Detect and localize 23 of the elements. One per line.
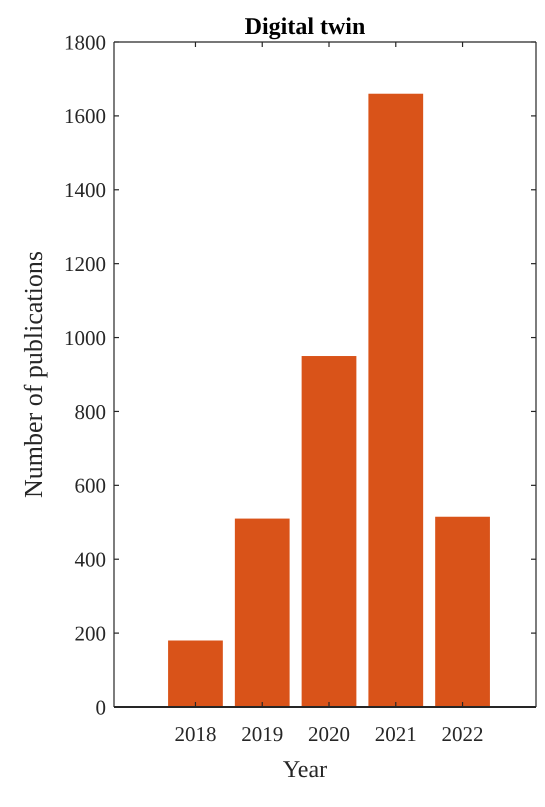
y-tick-label: 800 bbox=[74, 400, 106, 424]
y-tick-label: 400 bbox=[74, 548, 106, 572]
y-tick-label: 1200 bbox=[64, 252, 106, 276]
bar bbox=[234, 518, 290, 707]
x-tick-label: 2022 bbox=[442, 722, 484, 746]
y-tick-label: 200 bbox=[74, 621, 106, 646]
x-tick-label: 2018 bbox=[174, 722, 216, 746]
y-tick-label: 1400 bbox=[64, 178, 106, 202]
bar bbox=[435, 516, 490, 707]
x-axis-title: Year bbox=[282, 757, 328, 783]
y-axis-title: Number of publications bbox=[19, 251, 48, 498]
x-tick-label: 2021 bbox=[374, 722, 417, 746]
y-tick-label: 1000 bbox=[64, 326, 106, 350]
chart-title: Digital twin bbox=[244, 14, 366, 40]
x-tick-label: 2019 bbox=[241, 722, 284, 746]
y-tick-label: 600 bbox=[74, 474, 106, 498]
y-tick-label: 1800 bbox=[64, 30, 106, 54]
bar bbox=[368, 94, 424, 707]
x-tick-label: 2020 bbox=[308, 722, 350, 746]
y-tick-label: 1600 bbox=[64, 104, 106, 128]
y-tick-label: 0 bbox=[96, 695, 106, 720]
bar bbox=[168, 640, 223, 707]
bar bbox=[302, 356, 356, 707]
